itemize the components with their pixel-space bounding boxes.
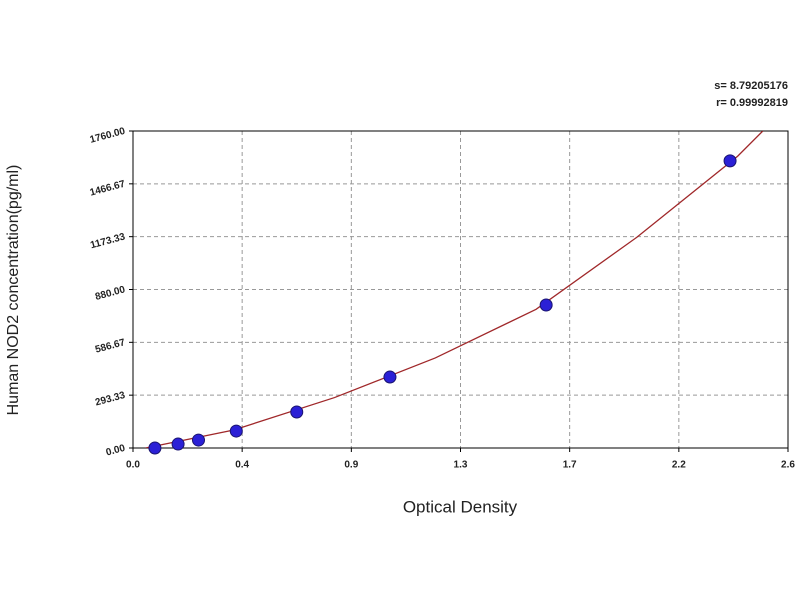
fit-curve xyxy=(145,131,764,448)
x-tick-label: 1.7 xyxy=(563,460,577,471)
data-point xyxy=(383,370,397,384)
plot-frame xyxy=(132,130,789,449)
x-tick-label: 2.2 xyxy=(672,460,686,471)
data-point xyxy=(539,298,553,312)
annotation: s= 8.79205176 xyxy=(714,80,788,92)
x-tick-label: 0.4 xyxy=(235,460,249,471)
data-point xyxy=(229,424,243,438)
annotation: r= 0.99992819 xyxy=(716,97,788,109)
y-tick-label: 0.00 xyxy=(105,443,127,459)
x-axis-label: Optical Density xyxy=(403,497,518,516)
x-tick-label: 1.3 xyxy=(454,460,468,471)
data-point xyxy=(192,433,205,447)
x-tick-label: 2.6 xyxy=(781,460,795,471)
data-point xyxy=(171,437,185,451)
data-point xyxy=(148,441,162,455)
x-tick-label: 0.9 xyxy=(344,460,358,471)
data-point xyxy=(290,405,304,419)
data-point xyxy=(723,154,737,168)
y-axis-label: Human NOD2 concentration(pg/ml) xyxy=(5,165,22,416)
x-tick-label: 0.0 xyxy=(126,460,140,471)
